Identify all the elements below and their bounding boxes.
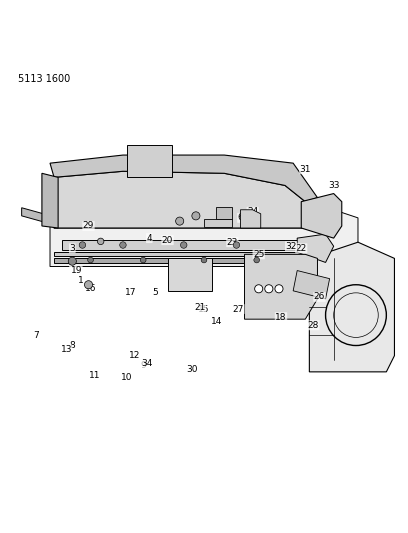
Circle shape [140, 257, 146, 263]
Polygon shape [301, 193, 342, 238]
Text: 32: 32 [286, 242, 297, 251]
Text: 5113 1600: 5113 1600 [18, 74, 70, 84]
Circle shape [120, 242, 126, 248]
Text: 25: 25 [253, 250, 264, 259]
Text: 13: 13 [60, 345, 72, 354]
Text: 21: 21 [194, 303, 206, 311]
Text: 29: 29 [83, 222, 94, 230]
Text: 23: 23 [227, 238, 238, 247]
Text: 7: 7 [33, 331, 39, 340]
Polygon shape [244, 254, 317, 319]
Polygon shape [216, 206, 233, 219]
Polygon shape [240, 210, 261, 228]
Text: 12: 12 [129, 351, 141, 360]
Text: 16: 16 [85, 284, 96, 293]
Text: 18: 18 [275, 313, 287, 321]
Text: 14: 14 [211, 317, 222, 326]
Polygon shape [204, 219, 233, 227]
Polygon shape [309, 242, 395, 372]
Text: 9: 9 [140, 361, 146, 370]
Text: 30: 30 [186, 365, 197, 374]
Text: 33: 33 [328, 181, 339, 190]
Circle shape [79, 242, 86, 248]
Circle shape [98, 238, 104, 245]
Polygon shape [54, 214, 305, 228]
Circle shape [254, 257, 259, 263]
Circle shape [233, 242, 239, 248]
Text: 19: 19 [71, 266, 82, 275]
Text: 3: 3 [69, 244, 75, 253]
Circle shape [275, 285, 283, 293]
Text: 11: 11 [89, 372, 100, 381]
Circle shape [68, 257, 76, 265]
Polygon shape [50, 155, 317, 201]
Polygon shape [50, 177, 358, 266]
Text: 10: 10 [121, 374, 133, 383]
Text: 31: 31 [299, 165, 311, 174]
Circle shape [192, 212, 200, 220]
Text: 6: 6 [237, 213, 243, 222]
Circle shape [201, 257, 207, 263]
Text: 24: 24 [247, 207, 258, 216]
Text: 2: 2 [69, 258, 75, 267]
Text: 27: 27 [233, 304, 244, 313]
Circle shape [180, 242, 187, 248]
Polygon shape [293, 271, 330, 299]
Circle shape [175, 217, 184, 225]
Polygon shape [54, 252, 301, 256]
Polygon shape [22, 208, 58, 226]
Polygon shape [297, 234, 334, 262]
Text: 28: 28 [308, 321, 319, 330]
Polygon shape [168, 259, 212, 291]
Text: 1: 1 [78, 276, 83, 285]
Circle shape [84, 281, 93, 289]
Circle shape [265, 285, 273, 293]
Polygon shape [54, 171, 305, 228]
Polygon shape [62, 240, 297, 251]
Text: 15: 15 [198, 304, 210, 313]
Polygon shape [42, 173, 58, 228]
Text: 17: 17 [125, 288, 137, 297]
Text: 26: 26 [314, 293, 325, 301]
Circle shape [88, 257, 93, 263]
Text: 34: 34 [142, 359, 153, 368]
Circle shape [255, 285, 263, 293]
Text: 4: 4 [146, 233, 152, 243]
Text: 5: 5 [153, 288, 158, 297]
Text: 8: 8 [69, 341, 75, 350]
Polygon shape [54, 257, 297, 263]
Text: 22: 22 [296, 244, 307, 253]
Polygon shape [127, 145, 172, 177]
Text: 20: 20 [162, 236, 173, 245]
